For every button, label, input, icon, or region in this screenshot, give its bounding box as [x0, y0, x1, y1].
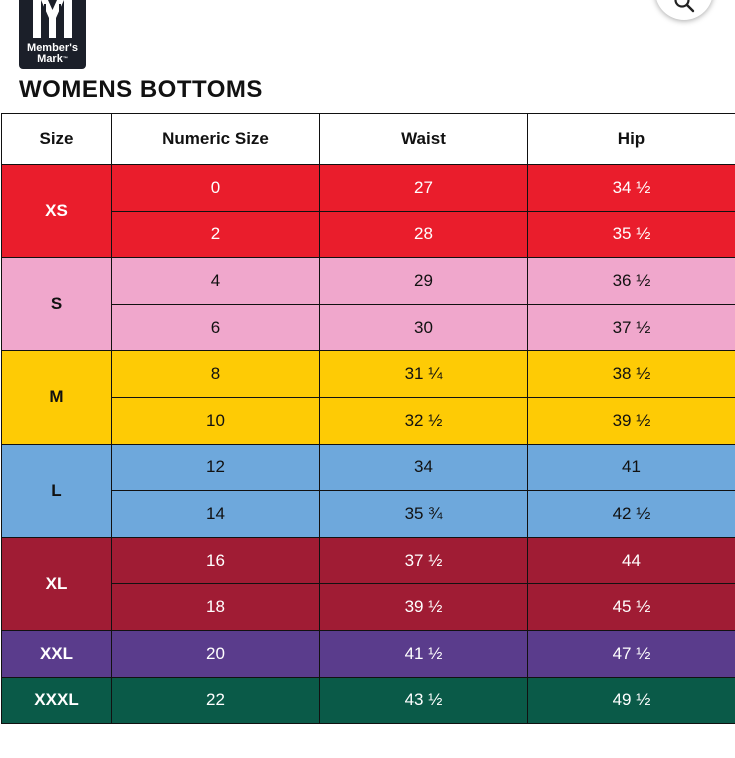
waist-cell: 32 ½ [319, 396, 528, 445]
waist-cell: 37 ½ [319, 536, 528, 585]
numeric-size-cell: 20 [111, 629, 320, 678]
brand-line-2: Mark™ [37, 53, 68, 65]
table-row: XXL 20 41 ½ 47 ½ [1, 629, 735, 678]
table-row: XS 0 27 34 ½ [1, 163, 735, 259]
hip-cell: 38 ½ [527, 350, 735, 398]
numeric-size-cell: 6 [111, 303, 320, 352]
hip-cell: 42 ½ [527, 490, 735, 538]
numeric-size-cell: 2 [111, 210, 320, 259]
table-row: 14 35 ¾ 42 ½ [1, 490, 735, 538]
waist-cell: 27 [319, 164, 528, 212]
table-row: 6 30 37 ½ [1, 303, 735, 352]
size-chart-body: XS 0 27 34 ½ 2 28 35 ½ S 4 29 36 ½ 6 30 37 ½ M 8 31 ¼ 38 … [1, 163, 735, 725]
hip-cell: 44 [527, 536, 735, 585]
logo-m-mark [33, 0, 72, 38]
size-chart-table: Size Numeric Size Waist Hip XS 0 27 34 ½ 2 28… [1, 113, 735, 725]
waist-cell: 29 [319, 257, 528, 305]
hip-cell: 49 ½ [527, 676, 735, 725]
table-row: 10 32 ½ 39 ½ [1, 396, 735, 445]
waist-cell: 43 ½ [319, 676, 528, 725]
size-label-cell: XXXL [1, 676, 112, 725]
numeric-size-cell: 4 [111, 257, 320, 305]
page-title: WOMENS BOTTOMS [19, 76, 263, 103]
header-hip: Hip [527, 113, 735, 165]
numeric-size-cell: 10 [111, 396, 320, 445]
hip-cell: 36 ½ [527, 257, 735, 305]
waist-cell: 28 [319, 210, 528, 259]
header-size: Size [1, 113, 112, 165]
size-label-cell: M [1, 350, 112, 445]
header-numeric-size: Numeric Size [111, 113, 320, 165]
table-row: XL 16 37 ½ 44 [1, 536, 735, 631]
search-button[interactable] [655, 0, 713, 20]
hip-cell: 47 ½ [527, 629, 735, 678]
numeric-size-cell: 18 [111, 583, 320, 631]
hip-cell: 34 ½ [527, 164, 735, 212]
numeric-size-cell: 12 [111, 443, 320, 492]
table-row: S 4 29 36 ½ [1, 257, 735, 352]
size-label-cell: XL [1, 536, 112, 631]
hip-cell: 35 ½ [527, 210, 735, 259]
table-row: M 8 31 ¼ 38 ½ [1, 350, 735, 445]
waist-cell: 39 ½ [319, 583, 528, 631]
brand-line-1: Member's [27, 42, 78, 54]
table-row: 2 28 35 ½ [1, 210, 735, 259]
table-row: L 12 34 41 [1, 443, 735, 538]
table-header-row: Size Numeric Size Waist Hip [1, 113, 735, 165]
waist-cell: 35 ¾ [319, 490, 528, 538]
table-row: XXXL 22 43 ½ 49 ½ [1, 676, 735, 725]
members-mark-logo-icon: Member's Mark™ [19, 0, 86, 69]
waist-cell: 41 ½ [319, 629, 528, 678]
size-label-cell: L [1, 443, 112, 538]
hip-cell: 39 ½ [527, 396, 735, 445]
numeric-size-cell: 22 [111, 676, 320, 725]
numeric-size-cell: 16 [111, 536, 320, 585]
waist-cell: 30 [319, 303, 528, 352]
header-waist: Waist [319, 113, 528, 165]
numeric-size-cell: 0 [111, 164, 320, 212]
hip-cell: 41 [527, 443, 735, 492]
size-label-cell: XXL [1, 629, 112, 678]
numeric-size-cell: 8 [111, 350, 320, 398]
hip-cell: 37 ½ [527, 303, 735, 352]
table-row: 18 39 ½ 45 ½ [1, 583, 735, 631]
search-icon [674, 0, 695, 13]
size-label-cell: XS [1, 163, 112, 259]
size-label-cell: S [1, 257, 112, 352]
waist-cell: 31 ¼ [319, 350, 528, 398]
waist-cell: 34 [319, 443, 528, 492]
hip-cell: 45 ½ [527, 583, 735, 631]
numeric-size-cell: 14 [111, 490, 320, 538]
